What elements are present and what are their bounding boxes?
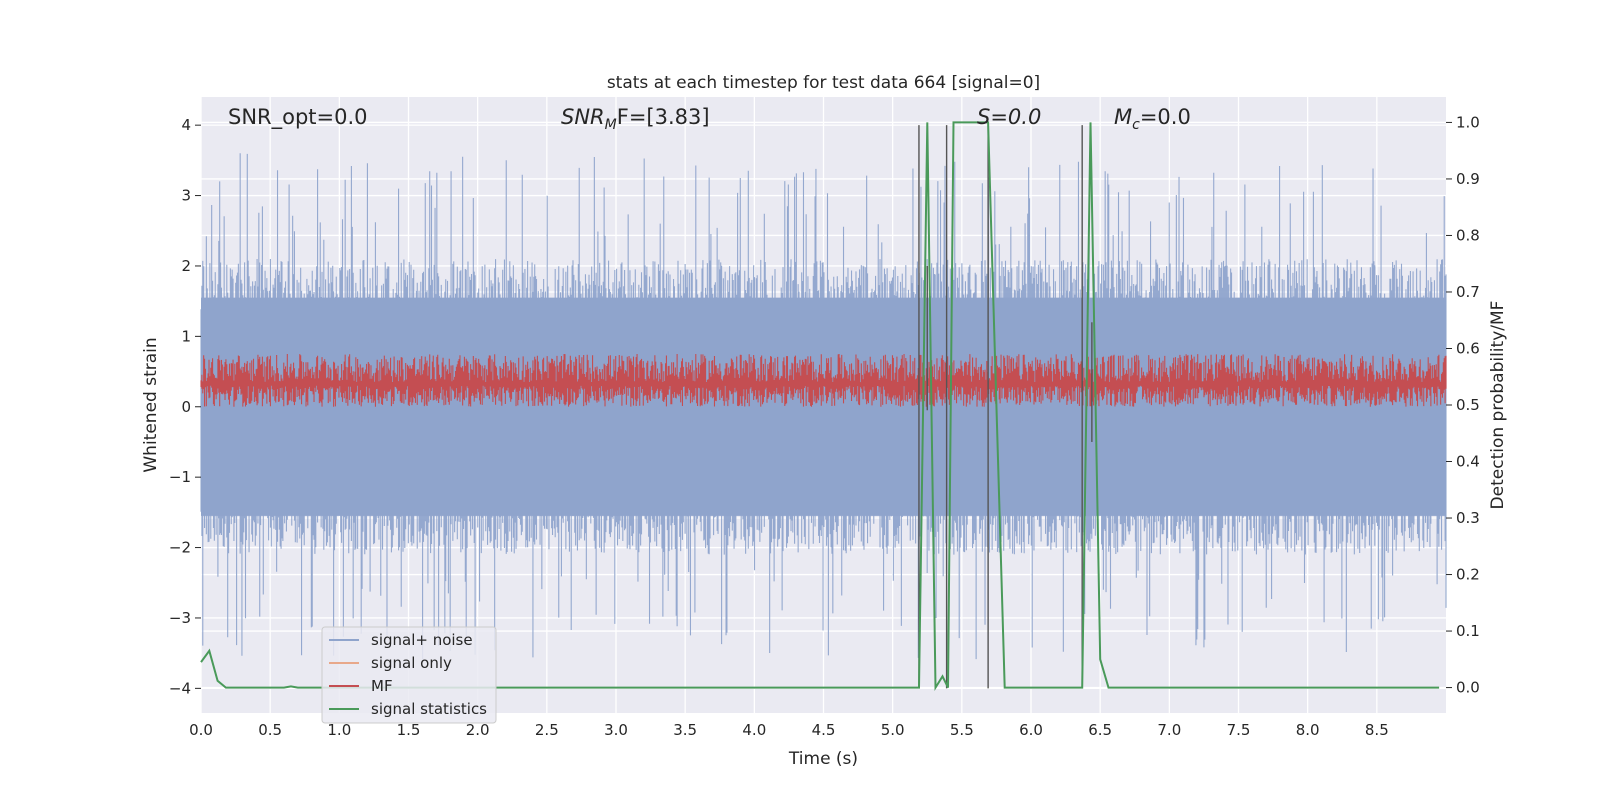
annotation-mc-rest: =0.0 xyxy=(1140,105,1191,129)
x-tick-label: 1.0 xyxy=(327,721,351,739)
x-tick-label: 2.5 xyxy=(535,721,559,739)
annotation-mc-main: M xyxy=(1114,105,1132,129)
x-tick-label: 7.0 xyxy=(1157,721,1181,739)
x-tick-label: 1.5 xyxy=(397,721,421,739)
y2-axis-label: Detection probability/MF xyxy=(1488,301,1508,510)
vertical-markers xyxy=(918,125,1093,689)
series-mf xyxy=(200,354,1447,407)
signal-statistics-line xyxy=(200,121,1440,692)
x-tick-label: 5.0 xyxy=(881,721,905,739)
y-tick-label: 1 xyxy=(181,327,191,345)
y2-tick-label: 0.1 xyxy=(1456,622,1480,640)
legend-label-mf: MF xyxy=(371,677,393,695)
series-signal-noise xyxy=(200,153,1447,660)
annotation-mc-sub: c xyxy=(1132,117,1140,133)
y-tick-label: 2 xyxy=(181,257,191,275)
y2-tick-label: 0.5 xyxy=(1456,396,1480,414)
y-tick-labels: 4 3 2 1 0 −1 −2 −3 −4 xyxy=(169,116,201,697)
y-tick-label: 0 xyxy=(181,398,191,416)
x-tick-label: 2.0 xyxy=(466,721,490,739)
y2-tick-label: 1.0 xyxy=(1456,113,1480,131)
legend: signal+ noise signal only MF signal stat… xyxy=(321,626,497,724)
y-tick-label: −2 xyxy=(169,539,191,557)
legend-label-signal-noise: signal+ noise xyxy=(371,631,473,649)
x-axis-label: Time (s) xyxy=(788,749,858,769)
x-tick-label: 4.0 xyxy=(742,721,766,739)
x-tick-label: 3.0 xyxy=(604,721,628,739)
y2-tick-label: 0.2 xyxy=(1456,566,1480,584)
annotation-snr-mf: SNRMF=[3.83] xyxy=(561,105,710,133)
x-tick-label: 6.0 xyxy=(1019,721,1043,739)
y2-tick-label: 0.8 xyxy=(1456,226,1480,244)
y2-tick-label: 0.0 xyxy=(1456,679,1480,697)
y2-tick-label: 0.7 xyxy=(1456,283,1480,301)
y2-tick-labels: 1.0 0.9 0.8 0.7 0.6 0.5 0.4 0.3 0.2 0.1 0.0 xyxy=(1446,113,1480,697)
chart-title: stats at each timestep for test data 664… xyxy=(607,73,1040,93)
annotation-mc: Mc=0.0 xyxy=(1114,105,1191,133)
legend-label-signal-only: signal only xyxy=(371,654,452,672)
series-signal-statistics xyxy=(200,121,1440,692)
x-tick-label: 7.5 xyxy=(1227,721,1251,739)
y-tick-label: −1 xyxy=(169,468,191,486)
mf-trace xyxy=(200,354,1447,407)
annotation-snr-opt: SNR_opt=0.0 xyxy=(228,105,368,130)
y-tick-label: −4 xyxy=(169,679,191,697)
x-tick-label: 0.0 xyxy=(189,721,213,739)
y2-tick-label: 0.3 xyxy=(1456,509,1480,527)
legend-label-signal-statistics: signal statistics xyxy=(371,700,487,718)
x-tick-label: 8.5 xyxy=(1365,721,1389,739)
x-tick-label: 5.5 xyxy=(950,721,974,739)
y-tick-label: −3 xyxy=(169,609,191,627)
legend-box xyxy=(321,626,497,724)
x-tick-label: 6.5 xyxy=(1088,721,1112,739)
y-tick-label: 3 xyxy=(181,187,191,205)
annotation-s: S=0.0 xyxy=(977,105,1041,129)
y-axis-label: Whitened strain xyxy=(141,337,161,472)
x-tick-label: 8.0 xyxy=(1296,721,1320,739)
y2-tick-label: 0.9 xyxy=(1456,170,1480,188)
x-tick-label: 0.5 xyxy=(258,721,282,739)
y2-tick-label: 0.4 xyxy=(1456,453,1480,471)
annotation-snr-mf-main: SNR xyxy=(561,105,605,129)
signal-noise-core xyxy=(201,297,1446,516)
x-tick-label: 4.5 xyxy=(812,721,836,739)
y-tick-label: 4 xyxy=(181,116,191,134)
x-tick-labels: 0.0 0.5 1.0 1.5 2.0 2.5 3.0 3.5 4.0 4.5 5.0 5.5 6.0 6… xyxy=(189,721,1389,739)
annotation-snr-mf-sub: M xyxy=(605,117,617,133)
y2-tick-label: 0.6 xyxy=(1456,339,1480,357)
x-tick-label: 3.5 xyxy=(673,721,697,739)
annotation-snr-mf-rest: F=[3.83] xyxy=(617,105,710,129)
